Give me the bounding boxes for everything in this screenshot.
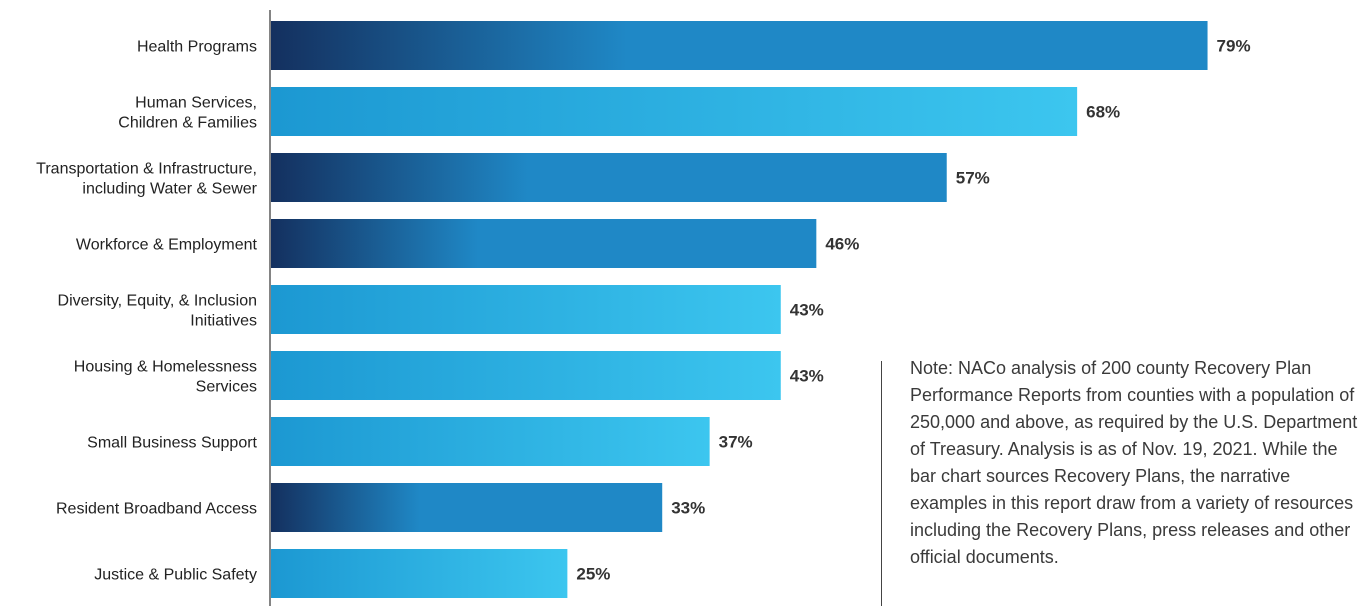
value-label-transportation-infrastructure-including-water-sewer: 57% bbox=[956, 169, 990, 188]
category-label-line: Small Business Support bbox=[87, 435, 257, 452]
category-label-workforce-employment: Workforce & Employment bbox=[76, 237, 258, 254]
bar-housing-homelessness-services bbox=[271, 351, 781, 400]
value-label-small-business-support: 37% bbox=[719, 433, 753, 452]
category-label-resident-broadband-access: Resident Broadband Access bbox=[56, 501, 257, 518]
category-label-line: Housing & Homelessness bbox=[74, 359, 257, 376]
category-label-line: Transportation & Infrastructure, bbox=[36, 161, 257, 178]
value-label-human-services-children-families: 68% bbox=[1086, 103, 1120, 122]
bar-transportation-infrastructure-including-water-sewer bbox=[271, 153, 947, 202]
category-label-health-programs: Health Programs bbox=[137, 39, 257, 56]
category-label-line: Services bbox=[196, 379, 257, 396]
value-label-justice-public-safety: 25% bbox=[576, 565, 610, 584]
value-label-diversity-equity-inclusion-initiatives: 43% bbox=[790, 301, 824, 320]
category-label-line: Diversity, Equity, & Inclusion bbox=[58, 293, 257, 310]
category-labels: Health Programs Human Services, Children &… bbox=[36, 39, 258, 584]
category-label-transportation-infrastructure-including-water-sewer: Transportation & Infrastructure, includin… bbox=[36, 161, 258, 198]
category-label-line: Human Services, bbox=[135, 95, 257, 112]
value-label-resident-broadband-access: 33% bbox=[671, 499, 705, 518]
bar-diversity-equity-inclusion-initiatives bbox=[271, 285, 781, 334]
bar-workforce-employment bbox=[271, 219, 817, 268]
category-label-line: Resident Broadband Access bbox=[56, 501, 257, 518]
note-box: Note: NACo analysis of 200 county Recove… bbox=[910, 355, 1362, 606]
category-label-small-business-support: Small Business Support bbox=[87, 435, 257, 452]
bar-small-business-support bbox=[271, 417, 710, 466]
bar-resident-broadband-access bbox=[271, 483, 663, 532]
category-label-line: Health Programs bbox=[137, 39, 257, 56]
category-label-diversity-equity-inclusion-initiatives: Diversity, Equity, & Inclusion Initiative… bbox=[58, 293, 257, 330]
category-label-line: including Water & Sewer bbox=[82, 181, 257, 198]
category-label-line: Initiatives bbox=[190, 313, 257, 330]
category-label-housing-homelessness-services: Housing & Homelessness Services bbox=[74, 359, 257, 396]
category-label-line: Workforce & Employment bbox=[76, 237, 258, 254]
note-divider bbox=[881, 361, 882, 606]
value-label-housing-homelessness-services: 43% bbox=[790, 367, 824, 386]
bar-human-services-children-families bbox=[271, 87, 1078, 136]
category-label-human-services-children-families: Human Services, Children & Families bbox=[118, 95, 257, 132]
category-label-justice-public-safety: Justice & Public Safety bbox=[94, 567, 257, 584]
category-label-line: Children & Families bbox=[118, 115, 257, 132]
value-label-health-programs: 79% bbox=[1217, 37, 1251, 56]
value-label-workforce-employment: 46% bbox=[825, 235, 859, 254]
bars bbox=[271, 21, 1208, 598]
category-label-line: Justice & Public Safety bbox=[94, 567, 257, 584]
note-text: Note: NACo analysis of 200 county Recove… bbox=[910, 358, 1358, 567]
value-labels: 79% 68% 57% 46% 43% 43% 37% 33% 25% bbox=[576, 37, 1250, 584]
bar-health-programs bbox=[271, 21, 1208, 70]
bar-justice-public-safety bbox=[271, 549, 568, 598]
